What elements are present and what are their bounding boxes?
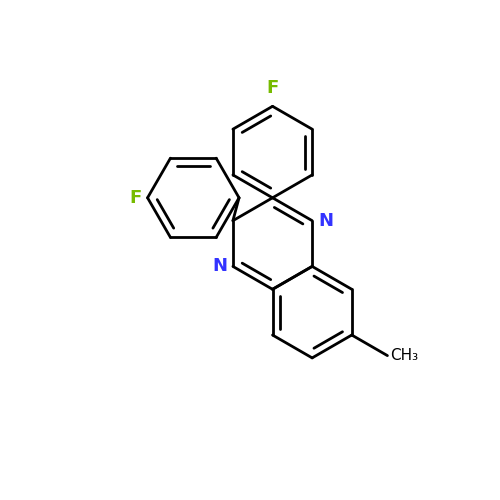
Text: F: F bbox=[266, 80, 278, 98]
Text: F: F bbox=[130, 189, 141, 207]
Text: N: N bbox=[212, 258, 227, 276]
Text: N: N bbox=[318, 212, 333, 230]
Text: CH₃: CH₃ bbox=[390, 348, 418, 363]
